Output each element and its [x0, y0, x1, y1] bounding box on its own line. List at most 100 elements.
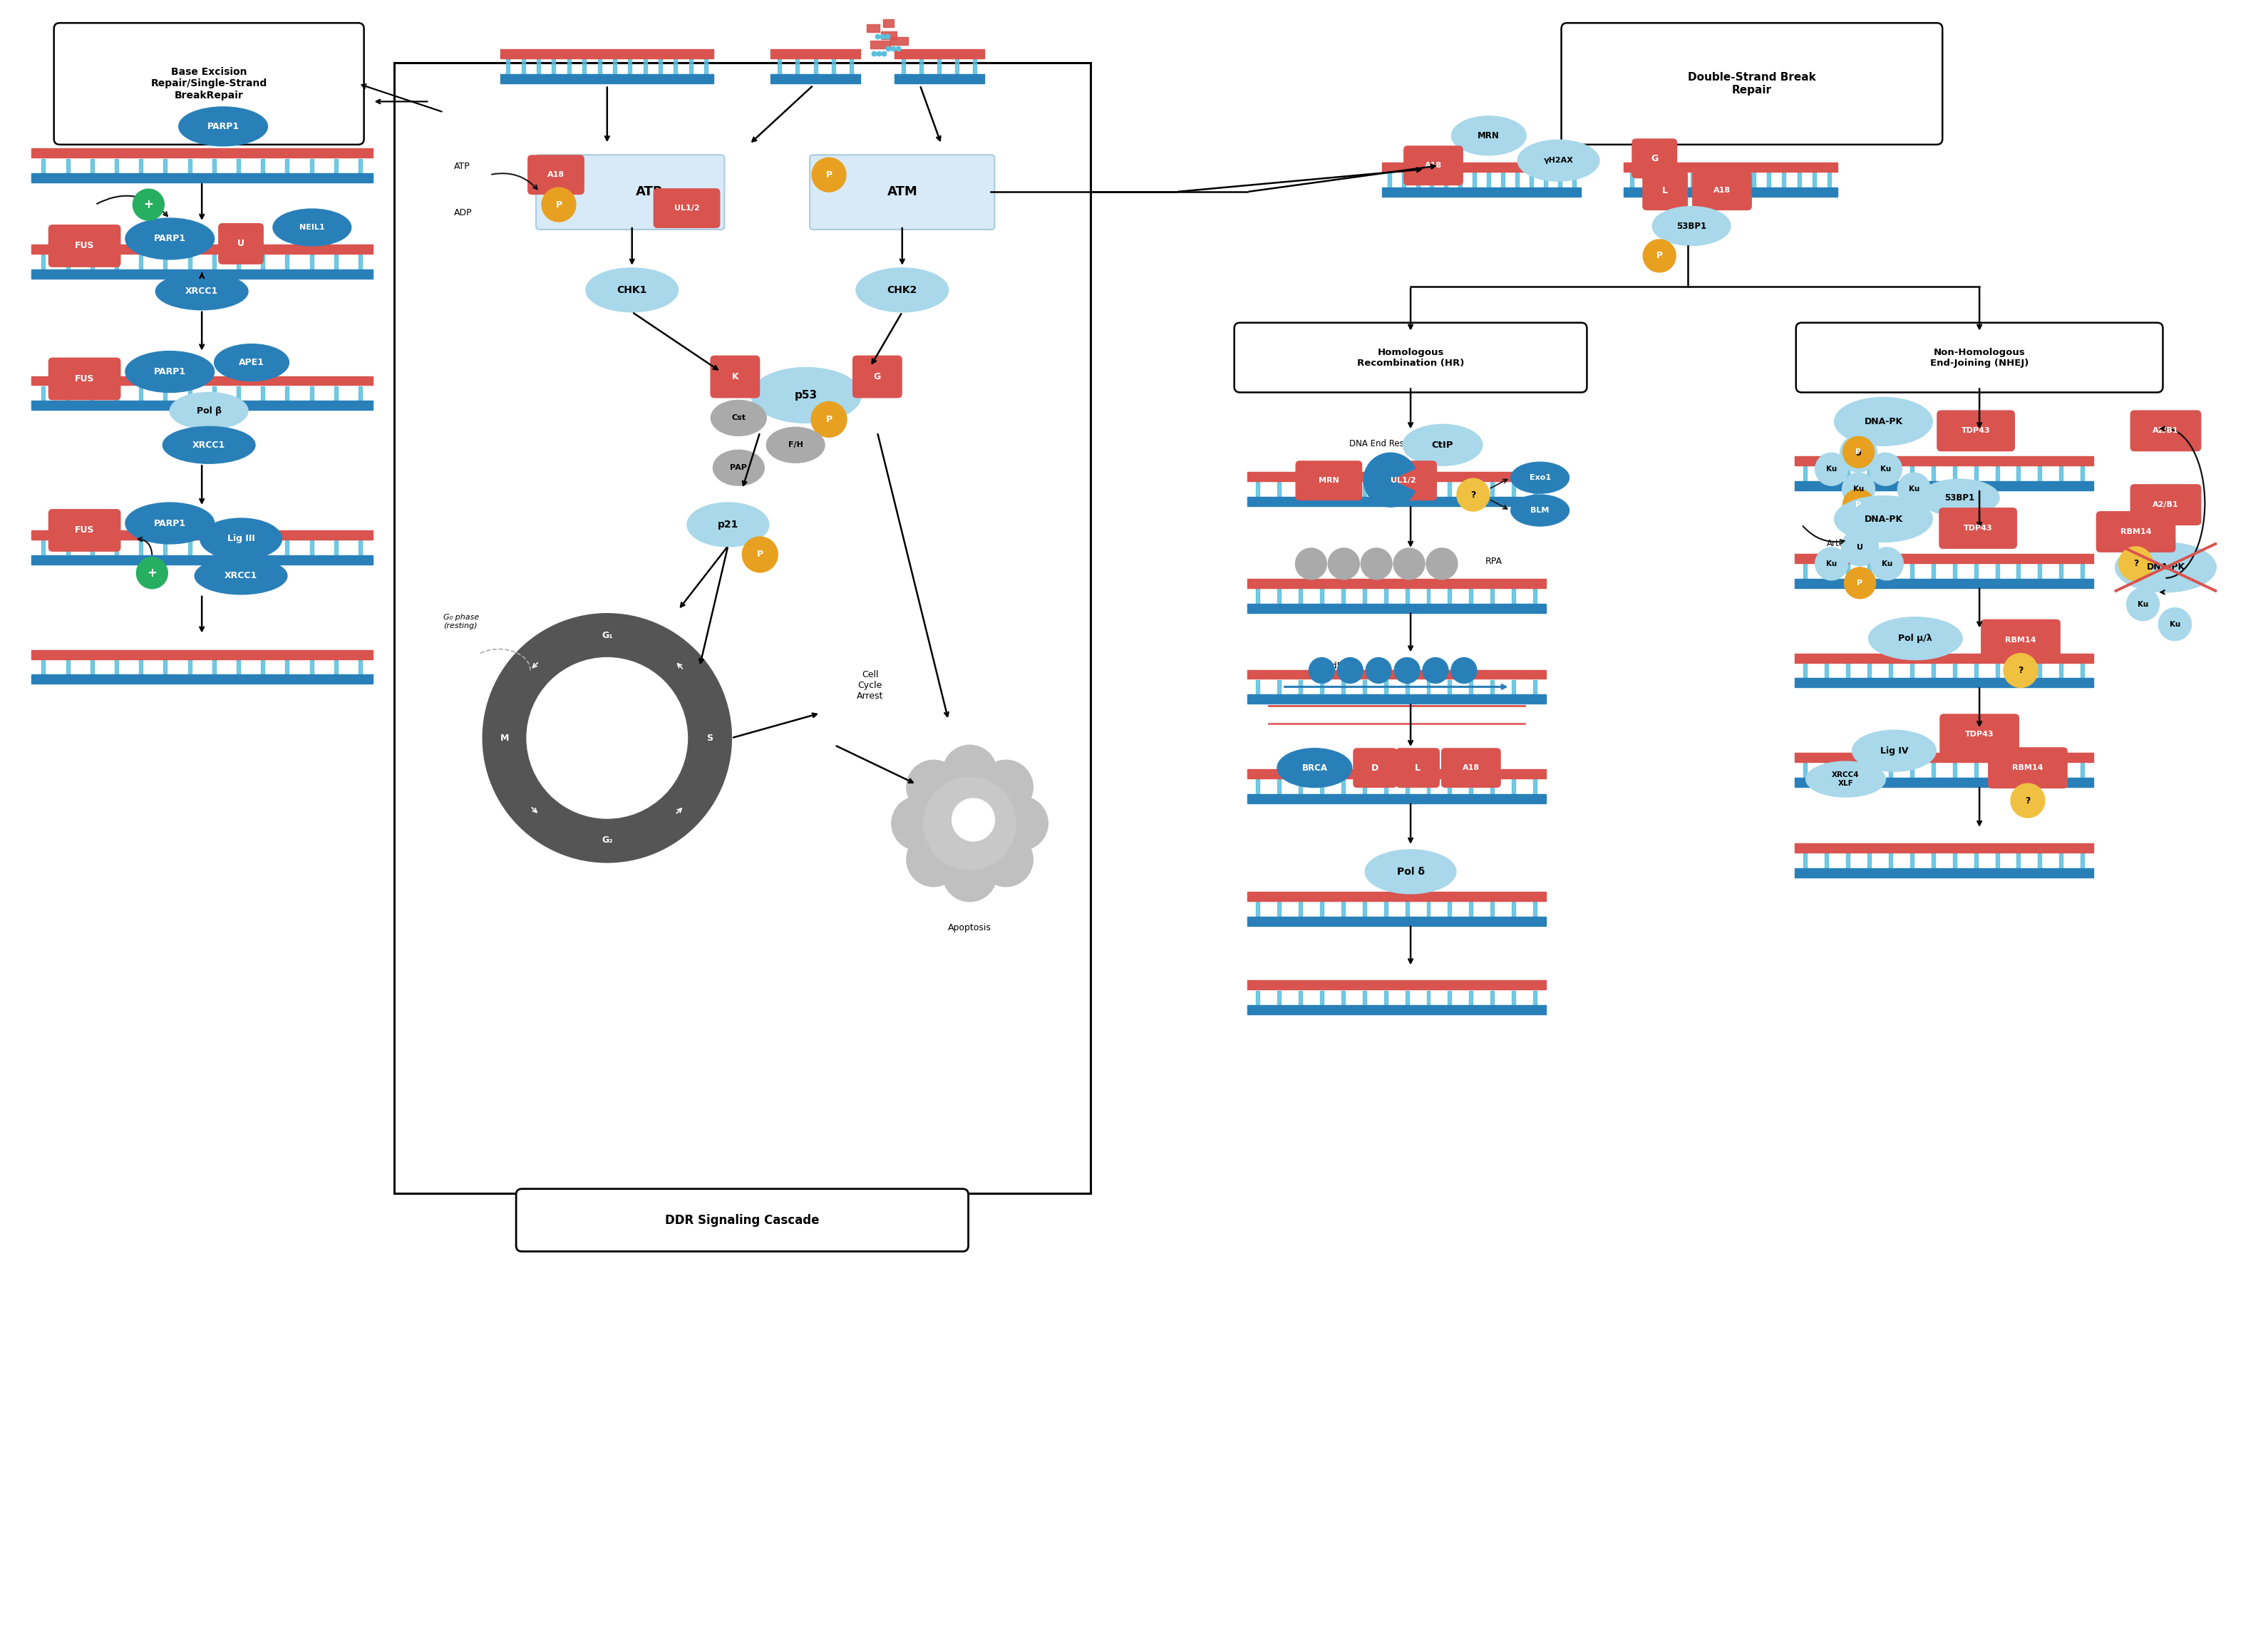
Bar [32, 674, 372, 684]
Bar [311, 386, 313, 409]
Text: L: L [1662, 187, 1667, 195]
Text: p21: p21 [717, 520, 739, 530]
Bar [1513, 779, 1515, 803]
Text: U: U [1855, 450, 1862, 456]
Circle shape [1329, 548, 1359, 579]
Ellipse shape [179, 106, 268, 146]
Bar [538, 59, 540, 82]
Bar [1533, 483, 1538, 506]
Bar [1783, 173, 1785, 196]
Bar [1794, 555, 2093, 563]
Bar [1910, 664, 1914, 687]
Bar [1794, 753, 2093, 762]
Bar [880, 31, 896, 39]
Bar [1973, 854, 1978, 877]
Bar [1846, 564, 1851, 587]
FancyBboxPatch shape [1642, 170, 1687, 211]
Bar [1515, 173, 1520, 196]
Bar [41, 659, 45, 682]
Bar [1533, 991, 1538, 1014]
Text: Ku: Ku [1910, 486, 1919, 492]
Bar [1676, 173, 1678, 196]
Bar [1458, 173, 1463, 196]
Ellipse shape [125, 502, 213, 543]
Text: FUS: FUS [75, 375, 95, 383]
Bar [1910, 564, 1914, 587]
Bar [1910, 466, 1914, 489]
Bar [236, 540, 240, 563]
Bar [522, 59, 526, 82]
Ellipse shape [2118, 546, 2152, 581]
Bar [333, 540, 338, 563]
Bar [1826, 564, 1828, 587]
Text: CHK1: CHK1 [617, 285, 646, 294]
Bar [1247, 769, 1547, 779]
Bar [1320, 901, 1325, 924]
Circle shape [1338, 658, 1363, 684]
FancyBboxPatch shape [1370, 461, 1438, 501]
Text: RBM14: RBM14 [2121, 528, 2152, 535]
Bar [358, 255, 363, 278]
Bar [1340, 681, 1345, 703]
Circle shape [907, 761, 962, 815]
Bar [2080, 762, 2084, 787]
Text: Rad51: Rad51 [1322, 661, 1349, 671]
Bar [674, 59, 678, 82]
Bar [1470, 681, 1472, 703]
Bar [1706, 173, 1710, 196]
Text: RBM14: RBM14 [2005, 636, 2037, 643]
Bar [333, 386, 338, 409]
Text: G: G [1651, 154, 1658, 164]
Circle shape [1309, 658, 1334, 684]
Ellipse shape [1365, 849, 1456, 893]
Bar [32, 270, 372, 278]
Bar [1277, 589, 1281, 612]
Circle shape [953, 798, 996, 841]
Bar [1340, 901, 1345, 924]
Bar [236, 659, 240, 682]
Bar [286, 159, 288, 182]
Text: Ku: Ku [1826, 466, 1837, 473]
Bar [1320, 991, 1325, 1014]
Bar [1513, 901, 1515, 924]
Bar [1533, 681, 1538, 703]
Bar [32, 173, 372, 183]
Text: U: U [238, 239, 245, 249]
Bar [213, 659, 215, 682]
Point [871, 34, 907, 61]
Ellipse shape [812, 401, 846, 437]
Point [880, 34, 916, 61]
Bar [1631, 173, 1633, 196]
Bar [91, 255, 93, 278]
Bar [1247, 916, 1547, 926]
Bar [138, 659, 143, 682]
Bar [2039, 564, 2041, 587]
Text: APE1: APE1 [238, 358, 265, 366]
Bar [894, 49, 984, 59]
Bar [2059, 664, 2064, 687]
Bar [261, 255, 265, 278]
Ellipse shape [767, 427, 826, 463]
Text: K: K [733, 371, 739, 381]
Bar [1470, 991, 1472, 1014]
FancyBboxPatch shape [710, 355, 760, 398]
Bar [311, 159, 313, 182]
Bar [612, 59, 617, 82]
Point [866, 41, 903, 67]
Bar [1828, 173, 1830, 196]
Bar [1910, 762, 1914, 787]
FancyBboxPatch shape [2096, 510, 2175, 553]
Ellipse shape [170, 393, 247, 429]
FancyBboxPatch shape [1234, 322, 1588, 393]
Bar [1300, 779, 1302, 803]
Bar [882, 20, 894, 26]
Bar [2039, 762, 2041, 787]
Bar [1803, 762, 1808, 787]
Text: L: L [1415, 764, 1420, 772]
Bar [333, 159, 338, 182]
Bar [1256, 681, 1259, 703]
Ellipse shape [163, 427, 256, 463]
Text: P: P [758, 550, 764, 560]
Bar [1624, 162, 1837, 172]
Bar [1247, 892, 1547, 901]
